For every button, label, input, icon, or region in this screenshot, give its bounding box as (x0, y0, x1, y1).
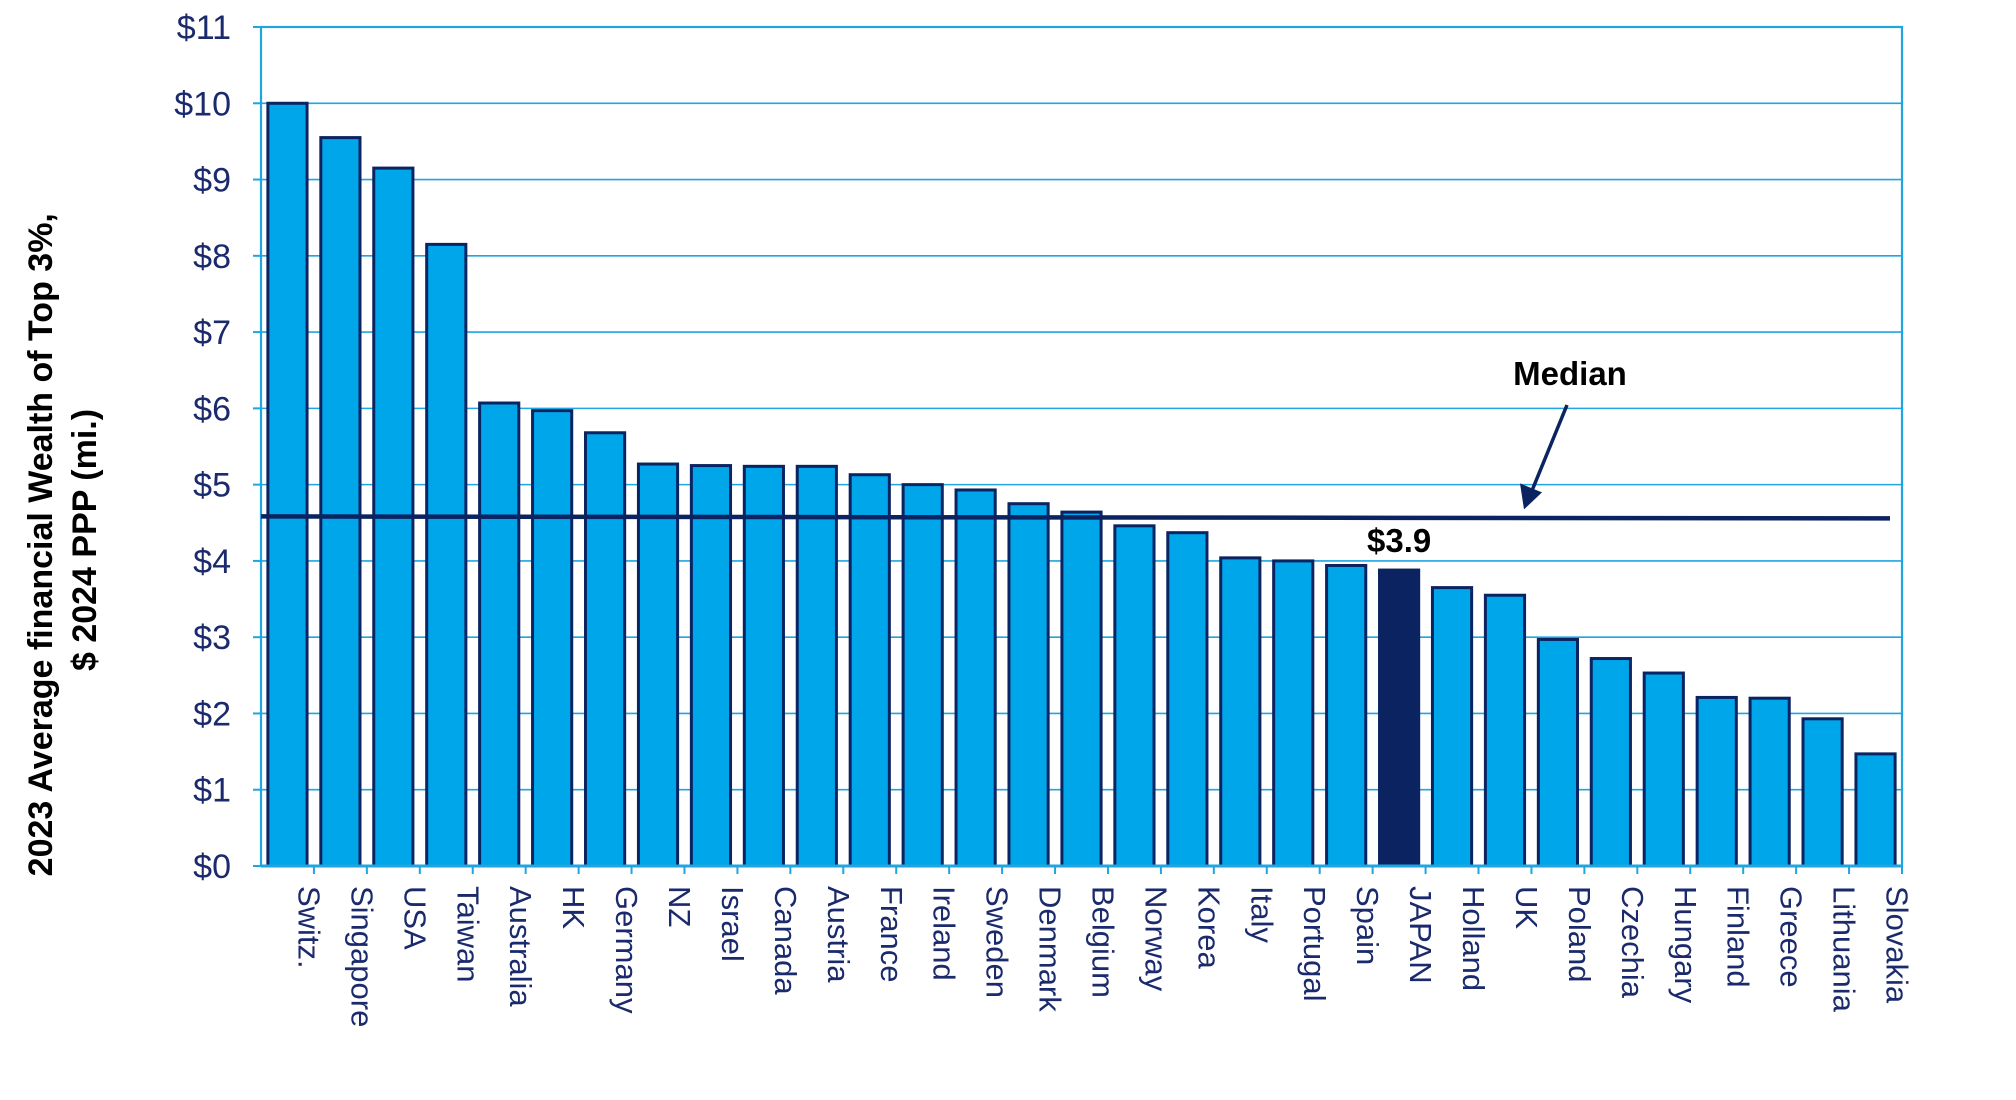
median-line (260, 514, 1891, 521)
x-tick-label: NZ (662, 886, 697, 927)
x-tick-label: Austria (821, 886, 856, 983)
x-tick-label: JAPAN (1403, 886, 1438, 984)
bar-finland (1695, 695, 1738, 868)
median-arrow-shaft (1528, 404, 1569, 497)
bar-holland (1430, 586, 1474, 868)
y-axis-label-line2: $ 2024 PPP (mi.) (66, 409, 104, 671)
y-tick-label: $0 (193, 848, 231, 886)
bar-poland (1536, 637, 1580, 868)
bar-france (848, 473, 891, 868)
bar-korea (1166, 531, 1209, 868)
bar-slovakia (1854, 752, 1897, 868)
bar-canada (742, 464, 785, 868)
bar-lithuania (1801, 717, 1844, 868)
bar-hk (531, 409, 574, 868)
y-tick-label: $6 (193, 390, 231, 428)
x-tick-label: Taiwan (450, 886, 485, 983)
y-tick-label: $10 (174, 85, 231, 123)
bar-israel (689, 464, 733, 868)
median-label: Median (1513, 355, 1627, 392)
bar-spain (1325, 563, 1368, 868)
bar-japan (1378, 568, 1421, 868)
x-tick-label: Germany (609, 886, 644, 1014)
x-tick-label: Slovakia (1880, 886, 1915, 1004)
bar-taiwan (425, 242, 468, 868)
x-tick-labels: Switz. Singapore USA Taiwan Australia HK Germa… (291, 886, 1914, 1027)
bar-switz (266, 101, 309, 868)
y-tick-labels: $0 $1 $2 $3 $4 $5 $6 $7 $8 $9 $10 $11 (174, 9, 231, 886)
y-tick-label: $8 (193, 238, 231, 276)
x-tick-label: Australia (503, 886, 538, 1007)
x-tick-label: Korea (1191, 886, 1226, 969)
bar-italy (1219, 556, 1262, 868)
x-tick-label: Sweden (980, 886, 1015, 998)
y-tick-label: $9 (193, 162, 231, 200)
x-tick-label: HK (556, 886, 591, 929)
y-tick-label: $7 (193, 314, 231, 352)
x-tick-label: Spain (1350, 886, 1385, 965)
x-tick-label: USA (397, 886, 432, 950)
x-tick-label: France (874, 886, 909, 982)
y-axis-label-line1: 2023 Average financial Wealth of Top 3%, (22, 213, 60, 876)
bar-hungary (1642, 671, 1685, 868)
y-axis-label: 2023 Average financial Wealth of Top 3%,… (22, 204, 104, 877)
x-tick-label: Holland (1456, 886, 1491, 991)
bar-singapore (319, 136, 362, 868)
x-tick-label: Czechia (1615, 886, 1650, 999)
bar-greece (1748, 696, 1791, 868)
y-tick-label: $3 (193, 619, 231, 657)
x-tick-label: Singapore (344, 886, 379, 1027)
x-tick-label: Norway (1138, 886, 1173, 992)
x-tick-label: Canada (768, 886, 803, 995)
median-marker: Median $3.9 (260, 355, 1891, 559)
axes (253, 25, 1904, 874)
bar-ireland (901, 483, 944, 868)
x-tick-label: Hungary (1668, 886, 1703, 1004)
x-tick-label: Ireland (927, 886, 962, 981)
y-tick-label: $2 (193, 695, 231, 733)
bar-denmark (1007, 502, 1050, 868)
x-tick-label: Israel (715, 886, 750, 962)
highlight-value-label: $3.9 (1367, 522, 1431, 559)
bar-norway (1113, 524, 1156, 868)
x-tick-label: UK (1509, 886, 1544, 929)
bar-czechia (1589, 657, 1632, 868)
bar-sweden (954, 488, 997, 868)
x-tick-label: Italy (1244, 886, 1279, 943)
bar-portugal (1272, 559, 1315, 868)
x-tick-label: Switz. (291, 886, 326, 969)
bar-uk (1483, 593, 1527, 868)
bar-belgium (1060, 510, 1103, 868)
x-tick-label: Belgium (1086, 886, 1121, 998)
median-arrow-head (1520, 483, 1542, 510)
x-tick-label: Greece (1774, 886, 1809, 988)
x-tick-label: Denmark (1033, 886, 1068, 1012)
bar-nz (636, 462, 680, 868)
y-tick-label: $4 (193, 543, 231, 581)
y-tick-label: $1 (193, 772, 231, 810)
bar-germany (583, 431, 627, 868)
x-tick-label: Poland (1562, 886, 1597, 983)
x-tick-label: Finland (1721, 886, 1756, 988)
x-tick-label: Lithuania (1827, 886, 1862, 1013)
y-tick-label: $5 (193, 467, 231, 505)
bar-australia (478, 401, 521, 868)
x-tick-label: Portugal (1297, 886, 1332, 1001)
y-tick-label: $11 (177, 9, 231, 47)
bar-austria (795, 464, 838, 868)
